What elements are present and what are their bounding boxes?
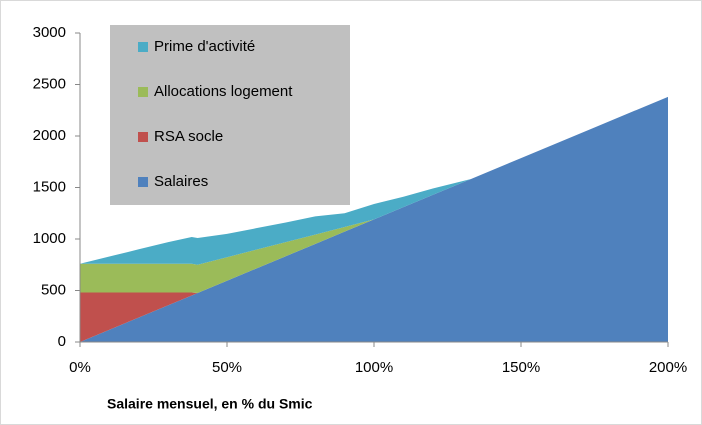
legend-label: Allocations logement: [154, 83, 293, 100]
x-tick-label: 100%: [355, 359, 393, 376]
y-tick-label: 0: [58, 333, 66, 350]
y-tick-label: 2000: [33, 127, 66, 144]
legend-swatch: [138, 87, 148, 97]
y-tick-label: 500: [41, 281, 66, 298]
legend-label: RSA socle: [154, 128, 223, 145]
legend-label: Salaires: [154, 173, 208, 190]
area: [80, 96, 668, 293]
x-tick-label: 150%: [502, 359, 540, 376]
legend-swatch: [138, 132, 148, 142]
legend-swatch: [138, 42, 148, 52]
area: [80, 96, 668, 342]
y-tick-label: 3000: [33, 24, 66, 41]
x-tick-label: 50%: [212, 359, 242, 376]
y-tick-label: 2500: [33, 75, 66, 92]
y-tick-label: 1000: [33, 230, 66, 247]
x-tick-label: 0%: [69, 359, 91, 376]
y-tick-label: 1500: [33, 178, 66, 195]
legend-swatch: [138, 177, 148, 187]
legend-box: [110, 25, 350, 205]
x-axis-title: Salaire mensuel, en % du Smic: [107, 396, 313, 412]
legend-label: Prime d'activité: [154, 38, 255, 55]
x-tick-label: 200%: [649, 359, 687, 376]
